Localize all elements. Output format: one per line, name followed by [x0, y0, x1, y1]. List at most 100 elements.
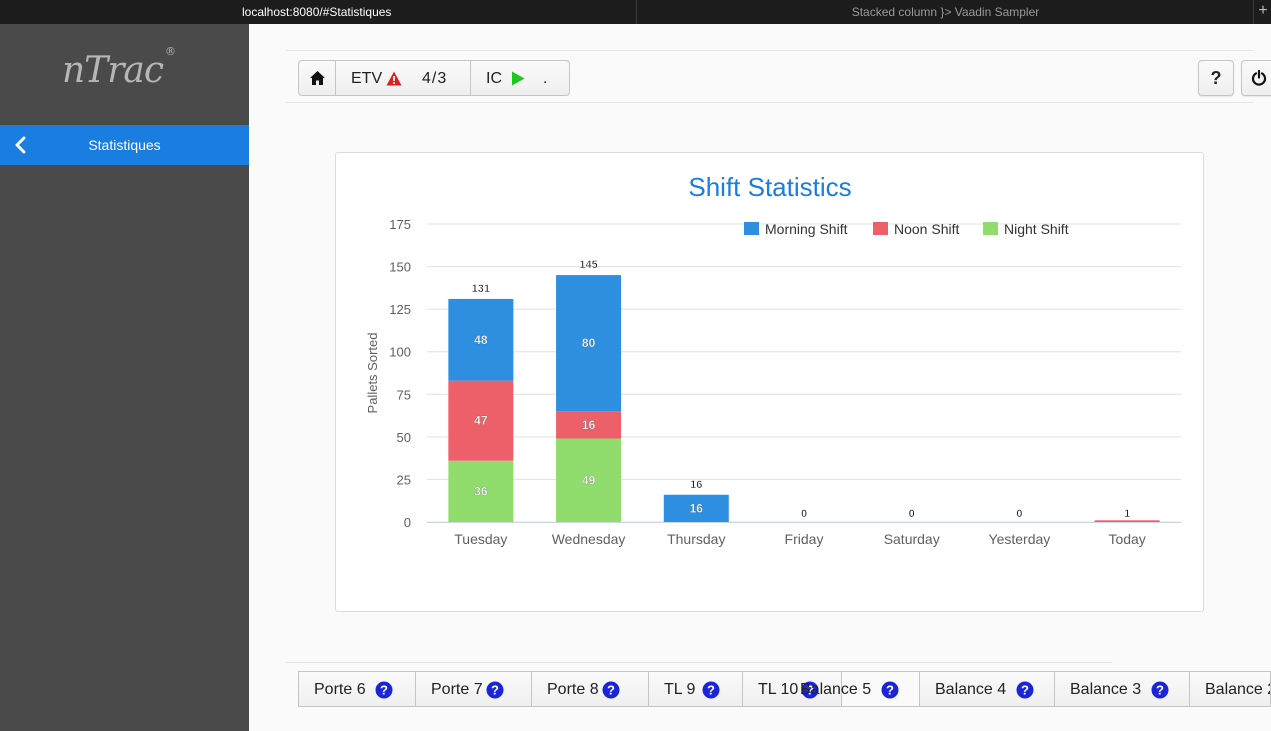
y-tick-label: 125	[389, 302, 411, 317]
browser-tab-bar: localhost:8080/#Statistiques Stacked col…	[0, 0, 1271, 24]
help-circle-icon[interactable]: ?	[801, 681, 819, 699]
ic-suffix: .	[543, 70, 548, 87]
shift-statistics-chart: Shift Statistics0255075100125150175Palle…	[365, 172, 1181, 547]
y-tick-label: 75	[397, 387, 411, 402]
bar-data-label: 36	[474, 484, 488, 498]
station-label: Balance 2	[1205, 681, 1271, 698]
etv-count: 4/3	[422, 70, 448, 87]
bar-total-label: 0	[1016, 508, 1022, 520]
bar-total-label: 1	[1124, 508, 1130, 520]
bar-total-label: 131	[472, 283, 490, 295]
station-button-balance-3[interactable]: Balance 3?	[1054, 671, 1190, 707]
legend-swatch	[744, 222, 759, 235]
top-toolbar: ETV 4/3 IC . ?	[286, 50, 1271, 103]
sidebar-item-label: Statistiques	[88, 137, 161, 153]
bar-data-label: 16	[690, 501, 704, 515]
bar-segment	[448, 380, 514, 461]
ic-label: IC	[486, 70, 502, 87]
help-circle-icon[interactable]: ?	[486, 681, 504, 699]
bar-segment	[448, 460, 514, 522]
divider	[286, 662, 1112, 663]
station-button-tl-9[interactable]: TL 9?	[648, 671, 743, 707]
svg-text:?: ?	[886, 683, 894, 698]
home-button[interactable]	[298, 60, 336, 96]
sidebar-item-statistiques[interactable]: Statistiques	[0, 125, 249, 165]
chevron-left-icon[interactable]	[14, 136, 28, 154]
main-area: ETV 4/3 IC . ?	[249, 24, 1271, 731]
bar-data-label: 47	[474, 414, 488, 428]
x-tick-label: Friday	[785, 531, 824, 547]
warning-triangle-icon	[386, 71, 402, 86]
x-tick-label: Thursday	[667, 531, 725, 547]
bar-segment	[663, 494, 729, 522]
help-button[interactable]: ?	[1198, 60, 1234, 96]
station-label: Balance 5	[800, 681, 872, 698]
bar-segment	[1094, 520, 1160, 522]
ic-status-button[interactable]: IC .	[470, 60, 570, 96]
station-label: Porte 6	[314, 681, 366, 698]
station-button-porte-8[interactable]: Porte 8?	[531, 671, 649, 707]
x-tick-label: Saturday	[884, 531, 940, 547]
legend-swatch	[873, 222, 888, 235]
station-label: Porte 8	[547, 681, 599, 698]
bar-data-label: 16	[582, 418, 596, 432]
power-button[interactable]	[1241, 60, 1271, 96]
legend-item-label: Morning Shift	[765, 221, 848, 237]
station-label: Balance 3	[1070, 681, 1142, 698]
browser-tab-active[interactable]: localhost:8080/#Statistiques	[0, 0, 637, 24]
help-circle-icon[interactable]: ?	[1151, 681, 1169, 699]
svg-text:?: ?	[491, 683, 499, 698]
bar-total-label: 16	[690, 479, 702, 491]
bar-segment	[556, 275, 622, 412]
y-tick-label: 150	[389, 260, 411, 275]
y-tick-label: 0	[404, 515, 411, 530]
station-label: TL 10	[758, 681, 799, 698]
ntrac-logo: nTrac ®	[62, 45, 176, 91]
station-button-balance-2[interactable]: Balance 2?	[1189, 671, 1271, 707]
y-axis-label: Pallets Sorted	[365, 333, 380, 414]
svg-text:?: ?	[1156, 683, 1164, 698]
svg-text:?: ?	[806, 683, 814, 698]
svg-text:?: ?	[380, 683, 388, 698]
y-tick-label: 50	[397, 430, 411, 445]
bar-data-label: 48	[474, 333, 488, 347]
svg-text:?: ?	[707, 683, 715, 698]
x-tick-label: Tuesday	[454, 531, 507, 547]
help-circle-icon[interactable]: ?	[602, 681, 620, 699]
station-button-balance-4[interactable]: Balance 4?	[919, 671, 1055, 707]
bar-segment	[448, 298, 514, 381]
play-icon	[512, 71, 525, 86]
legend-swatch	[983, 222, 998, 235]
station-label: TL 9	[664, 681, 696, 698]
chart-title: Shift Statistics	[688, 172, 851, 202]
x-tick-label: Yesterday	[989, 531, 1051, 547]
status-button-group: ETV 4/3 IC .	[298, 60, 570, 96]
bar-segment	[556, 438, 622, 522]
power-icon	[1251, 70, 1267, 86]
help-circle-icon[interactable]: ?	[881, 681, 899, 699]
chart-card: Shift Statistics 0 25 50 75 100 125 150 175 Palle…	[335, 152, 1204, 612]
svg-text:?: ?	[1021, 683, 1029, 698]
y-tick-label: 175	[389, 217, 411, 232]
bar-data-label: 49	[582, 473, 596, 487]
help-circle-icon[interactable]: ?	[702, 681, 720, 699]
help-circle-icon[interactable]: ?	[375, 681, 393, 699]
help-circle-icon[interactable]: ?	[1016, 681, 1034, 699]
station-button-balance-5[interactable]: Balance 5?	[785, 671, 920, 707]
station-label: Balance 4	[935, 681, 1007, 698]
bar-total-label: 0	[801, 508, 807, 520]
bar-total-label: 0	[909, 508, 915, 520]
x-tick-label: Wednesday	[552, 531, 626, 547]
browser-tab[interactable]: Stacked column }> Vaadin Sampler	[638, 0, 1254, 24]
bar-total-label: 145	[579, 259, 597, 271]
x-tick-label: Today	[1108, 531, 1145, 547]
station-button-porte-7[interactable]: Porte 7?	[415, 671, 532, 707]
station-button-tl-10[interactable]: TL 10?	[742, 671, 842, 707]
y-tick-label: 25	[397, 472, 411, 487]
etv-label: ETV	[351, 70, 383, 87]
legend-item-label: Noon Shift	[894, 221, 959, 237]
etv-status-button[interactable]: ETV 4/3	[335, 60, 471, 96]
y-tick-label: 100	[389, 345, 411, 360]
station-button-porte-6[interactable]: Porte 6?	[298, 671, 416, 707]
new-tab-button[interactable]: +	[1258, 2, 1268, 19]
